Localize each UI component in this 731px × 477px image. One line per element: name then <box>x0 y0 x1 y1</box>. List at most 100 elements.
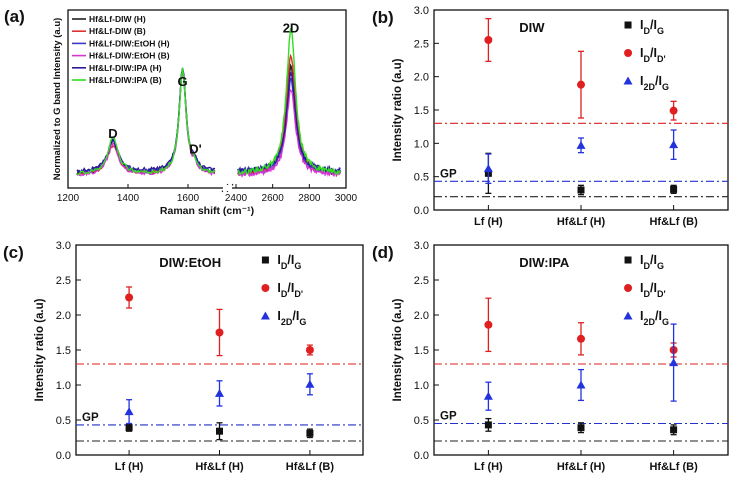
x-tick-label: 3000 <box>335 193 358 204</box>
peak-label: 2D <box>283 21 300 36</box>
x-tick-label: 1400 <box>117 193 140 204</box>
y-tick-label: 2.5 <box>56 275 71 287</box>
spectrum-line <box>237 88 342 178</box>
y-tick-label: 2.0 <box>414 72 429 84</box>
data-point-square <box>670 185 678 193</box>
y-tick-label: 3.0 <box>56 240 71 252</box>
data-point-triangle <box>669 358 679 367</box>
category-label: Hf&Lf (B) <box>286 461 335 473</box>
data-point-square <box>577 424 585 432</box>
y-axis-label: Intensity ratio (a.u) <box>392 58 404 161</box>
category-label: Lf (H) <box>474 461 503 473</box>
data-point-circle <box>484 320 493 329</box>
y-tick-label: 2.5 <box>414 38 429 50</box>
panel-b-diw-ratios: (b) 0.0 0.5 1.0 1.5 2.0 2.5 3.0 Intensity ratio … <box>372 5 729 228</box>
y-axis-label: Intensity ratio (a.u) <box>392 298 404 401</box>
legend-label: Hf&Lf-DIW:EtOH (H) <box>89 38 170 48</box>
data-point-square <box>306 429 314 437</box>
spectrum-line <box>76 67 216 174</box>
x-tick-label: 1600 <box>177 193 200 204</box>
data-point-triangle <box>215 388 224 397</box>
panel-a-raman-spectra: (a) 1200 1400 1600 2400 2600 2800 3000 Raman shi… <box>4 7 358 217</box>
legend-triangle <box>623 76 633 85</box>
plot-frame <box>67 9 347 189</box>
y-tick-label: 0.5 <box>56 415 71 427</box>
gp-label: GP <box>82 412 99 424</box>
legend-circle <box>261 284 270 292</box>
data-point-triangle <box>305 379 315 388</box>
legend-circle <box>624 284 633 292</box>
legend-label: Hf&Lf-DIW (H) <box>89 14 146 24</box>
y-tick-label: 1.5 <box>56 345 71 357</box>
chart-title: DIW <box>519 20 545 35</box>
legend-label: Hf&Lf-DIW:IPA (H) <box>89 63 162 73</box>
panel-label: (a) <box>4 7 25 26</box>
legend-label: ID/IG <box>640 18 664 36</box>
y-tick-label: 1.5 <box>414 345 429 357</box>
category-label: Hf&Lf (B) <box>649 461 698 473</box>
data-point-square <box>125 424 133 432</box>
legend-square <box>624 256 632 264</box>
y-tick-label: 0.0 <box>56 450 71 462</box>
x-tick-label: 1200 <box>57 193 80 204</box>
panel-c-diw-etoh-ratios: (c) 0.0 0.5 1.0 1.5 2.0 2.5 3.0 Intensity ratio … <box>3 240 364 473</box>
spectrum-line <box>76 67 216 176</box>
spectrum-line <box>237 27 342 176</box>
category-label: Hf&Lf (H) <box>195 461 244 473</box>
data-point-triangle <box>483 164 493 173</box>
category-label: Lf (H) <box>115 461 144 473</box>
data-point-square <box>216 427 223 435</box>
data-point-circle <box>669 106 678 115</box>
category-label: Hf&Lf (H) <box>557 216 606 228</box>
y-tick-label: 0.5 <box>414 172 429 184</box>
panel-label: (d) <box>372 243 394 262</box>
legend-label: ID/ID' <box>640 281 666 299</box>
data-point-triangle <box>483 391 493 400</box>
y-tick-label: 3.0 <box>414 240 429 252</box>
legend-label: I2D/IG <box>277 309 306 327</box>
data-point-circle <box>577 334 585 343</box>
gp-label: GP <box>440 411 457 423</box>
data-point-circle <box>305 346 314 354</box>
spectrum-line <box>237 53 342 177</box>
y-tick-label: 1.0 <box>414 138 429 150</box>
peak-label: G <box>178 74 188 89</box>
x-axis-label: Raman shift (cm⁻¹) <box>160 205 254 217</box>
y-tick-label: 0.0 <box>414 205 429 217</box>
x-tick-label: 2800 <box>298 193 321 204</box>
legend-label: ID/IG <box>640 253 664 271</box>
y-tick-label: 2.0 <box>56 310 71 322</box>
data-point-square <box>484 421 492 429</box>
axis-break-gap <box>223 185 232 191</box>
legend-square <box>624 21 632 29</box>
data-point-triangle <box>669 140 679 149</box>
y-tick-label: 2.5 <box>414 275 429 287</box>
legend-triangle <box>623 311 633 320</box>
legend-label: Hf&Lf-DIW:IPA (B) <box>89 75 162 85</box>
data-point-circle <box>215 328 224 337</box>
data-point-square <box>670 426 678 434</box>
y-tick-label: 2.0 <box>414 310 429 322</box>
y-tick-label: 0.5 <box>414 415 429 427</box>
data-point-triangle <box>576 140 586 149</box>
data-point-square <box>577 186 585 194</box>
spectrum-line <box>76 70 216 177</box>
legend-label: Hf&Lf-DIW:EtOH (B) <box>89 51 170 61</box>
chart-title: DIW:EtOH <box>159 255 221 270</box>
peak-label: D <box>108 126 117 141</box>
y-tick-label: 1.0 <box>414 380 429 392</box>
y-tick-label: 0.0 <box>414 450 429 462</box>
y-tick-label: 1.5 <box>414 105 429 117</box>
y-tick-label: 3.0 <box>414 5 429 17</box>
legend-label: ID/ID' <box>640 46 666 64</box>
category-label: Hf&Lf (H) <box>557 461 606 473</box>
data-point-circle <box>577 80 585 89</box>
legend-square <box>261 256 269 264</box>
data-point-circle <box>125 293 134 302</box>
legend-label: ID/IG <box>277 253 301 271</box>
category-label: Lf (H) <box>474 216 503 228</box>
data-point-triangle <box>124 407 134 416</box>
y-axis-label: Normalized to G band Intensity (a.u) <box>52 18 63 181</box>
peak-label: D' <box>189 142 201 157</box>
